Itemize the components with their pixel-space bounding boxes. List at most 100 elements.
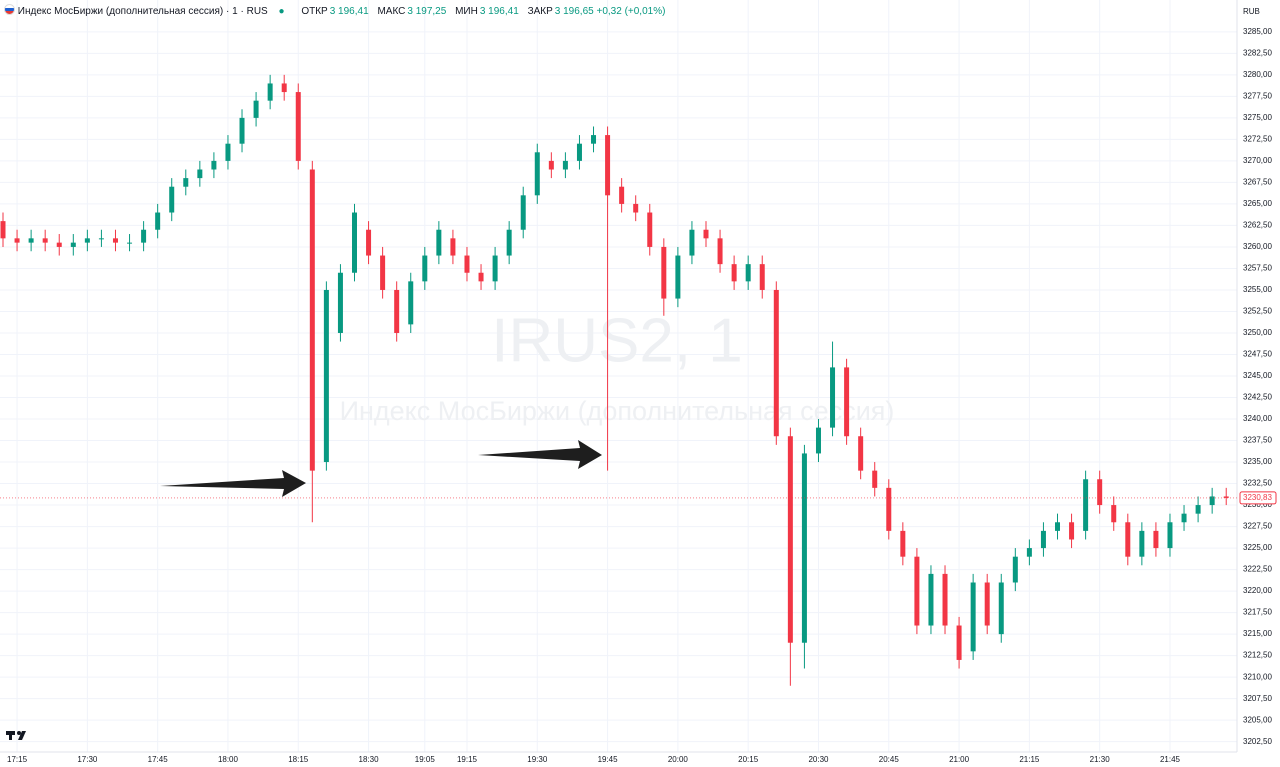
grid [0, 0, 1237, 752]
candle-body [1055, 522, 1060, 531]
y-tick-label: 3227,50 [1243, 522, 1272, 531]
y-tick-label: 3242,50 [1243, 393, 1272, 402]
x-tick-label: 20:45 [879, 755, 900, 764]
candle-body [548, 160, 554, 170]
candle-body [1026, 548, 1032, 557]
x-tick-label: 20:00 [668, 755, 689, 764]
y-tick-label: 3280,00 [1243, 70, 1272, 79]
x-tick-label: 19:30 [527, 755, 548, 764]
candle-body [591, 135, 597, 144]
ohlc-value: 3 196,65 +0,32 (+0,01%) [554, 6, 666, 17]
arrow [160, 470, 306, 497]
y-tick-label: 3247,50 [1243, 350, 1272, 359]
y-tick-label: 3255,00 [1243, 285, 1272, 294]
y-tick-label: 3260,00 [1243, 242, 1272, 251]
candle-body [1097, 479, 1103, 506]
x-tick-label: 18:00 [218, 755, 239, 764]
candle-body [689, 229, 695, 256]
candle-body [380, 255, 386, 290]
x-tick-label: 19:15 [457, 755, 478, 764]
candle-body [211, 160, 217, 170]
x-tick-label: 17:45 [148, 755, 169, 764]
y-tick-label: 3262,50 [1243, 221, 1272, 230]
candle-body [815, 427, 821, 454]
y-tick-label: 3265,00 [1243, 199, 1272, 208]
candle-body [84, 238, 90, 243]
x-tick-label: 21:15 [1019, 755, 1040, 764]
candle-body [1153, 530, 1159, 549]
candle-body [183, 178, 189, 187]
candle-body [309, 169, 315, 471]
y-tick-label: 3270,00 [1243, 156, 1272, 165]
x-tick-label: 19:05 [415, 755, 436, 764]
candle-body [675, 255, 681, 299]
last-price-label: 3230,83 [1243, 493, 1272, 502]
y-tick-label: 3225,00 [1243, 543, 1272, 552]
status-dot: ● [278, 6, 285, 17]
y-tick-label: 3207,50 [1243, 694, 1272, 703]
arrow-shape [160, 470, 306, 497]
header: Индекс МосБиржи (дополнительная сессия) … [4, 4, 665, 17]
y-tick-label: 3275,00 [1243, 113, 1272, 122]
ohlc-value: 3 197,25 [407, 6, 447, 17]
candle-body [942, 573, 948, 626]
candle-body [745, 264, 751, 282]
x-tick-label: 21:30 [1090, 755, 1111, 764]
candle-body [773, 289, 779, 437]
x-tick-label: 18:15 [288, 755, 309, 764]
y-tick-label: 3257,50 [1243, 264, 1272, 273]
ohlc-key: ОТКР [301, 6, 328, 17]
candle-body [323, 289, 329, 463]
ohlc-value: 3 196,41 [329, 6, 369, 17]
y-tick-label: 3285,00 [1243, 27, 1272, 36]
candle-body [239, 117, 245, 144]
candle-body [619, 186, 625, 204]
candle-body [408, 281, 414, 325]
y-tick-label: 3252,50 [1243, 307, 1272, 316]
candle-body [1209, 496, 1215, 506]
candle-body [801, 453, 807, 643]
y-tick-label: 3272,50 [1243, 134, 1272, 143]
y-tick-label: 3237,50 [1243, 436, 1272, 445]
logo-part [17, 731, 21, 735]
currency[interactable]: RUB [1243, 7, 1260, 16]
tv-logo [6, 731, 26, 740]
y-tick-label: 3230,00 [1243, 500, 1272, 509]
candle-body [225, 143, 231, 161]
y-tick-label: 3222,50 [1243, 565, 1272, 574]
candle-body [872, 470, 878, 488]
x-tick-label: 21:45 [1160, 755, 1181, 764]
instrument-title: Индекс МосБиржи (дополнительная сессия) … [17, 6, 268, 17]
candle-body [1069, 522, 1075, 540]
candle-body [56, 242, 62, 247]
candle-body [450, 238, 456, 256]
candle-body [886, 487, 892, 531]
candle-body [534, 152, 540, 196]
arrow-shape [478, 440, 602, 469]
watermark-name: Индекс МосБиржи (дополнительная сессия) [340, 396, 895, 426]
y-tick-label: 3210,00 [1243, 672, 1272, 681]
last-price-tag [1239, 491, 1277, 505]
candle-body [717, 238, 723, 265]
candle-body [352, 212, 357, 273]
candle-body [295, 92, 301, 161]
candle-body [1181, 513, 1187, 523]
y-tick-label: 3267,50 [1243, 178, 1272, 187]
candle-body [1125, 522, 1131, 557]
candle-body [155, 212, 161, 230]
y-tick-label: 3282,50 [1243, 48, 1272, 57]
candle-body [703, 229, 709, 239]
candle-body [478, 272, 484, 282]
candle-body [197, 169, 203, 179]
y-tick-label: 3232,50 [1243, 479, 1272, 488]
y-tick-label: 3277,50 [1243, 91, 1272, 100]
candle-body [0, 221, 6, 239]
candle-body [858, 436, 864, 471]
candle-body [984, 582, 990, 626]
candle-body [169, 186, 175, 213]
candle-body [42, 238, 48, 243]
candle-body [1040, 530, 1046, 549]
candle-body [1167, 522, 1173, 549]
candle-body [844, 367, 850, 437]
